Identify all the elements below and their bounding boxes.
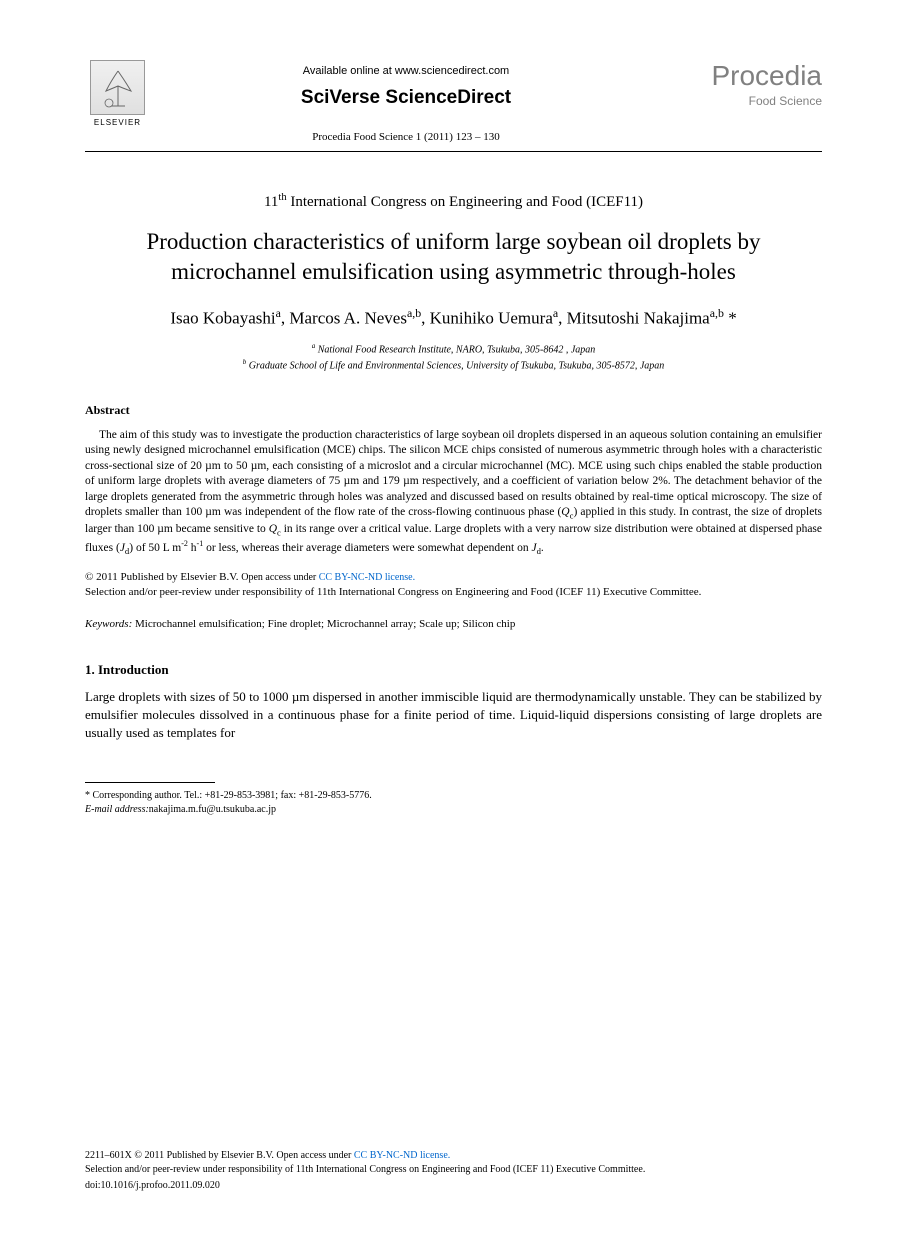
corresponding-author: * Corresponding author. Tel.: +81-29-853… (85, 789, 822, 803)
footnote-block: * Corresponding author. Tel.: +81-29-853… (85, 789, 822, 817)
sciverse-logo: SciVerse ScienceDirect (150, 87, 662, 109)
procedia-subtitle: Food Science (662, 94, 822, 108)
footnote-rule (85, 782, 215, 783)
copyright-line1: © 2011 Published by Elsevier B.V. (85, 571, 239, 583)
open-access-prefix: Open access under (241, 572, 318, 583)
footer-license-link[interactable]: CC BY-NC-ND license. (354, 1150, 450, 1161)
introduction-body: Large droplets with sizes of 50 to 1000 … (85, 688, 822, 743)
sciverse-prefix: SciVerse (301, 87, 380, 108)
keywords-line: Keywords: Microchannel emulsification; F… (85, 618, 822, 630)
keywords-text: Microchannel emulsification; Fine drople… (132, 618, 515, 630)
article-title: Production characteristics of uniform la… (85, 227, 822, 287)
affiliation-a: a National Food Research Institute, NARO… (85, 342, 822, 357)
elsevier-label: ELSEVIER (94, 118, 141, 127)
license-link[interactable]: CC BY-NC-ND license. (319, 572, 415, 583)
page-header: ELSEVIER Available online at www.science… (85, 60, 822, 143)
center-header: Available online at www.sciencedirect.co… (150, 60, 662, 143)
copyright-line2: Selection and/or peer-review under respo… (85, 586, 701, 598)
email-address: nakajima.m.fu@u.tsukuba.ac.jp (149, 804, 276, 815)
footer-open-access: Open access under (276, 1150, 353, 1161)
keywords-label: Keywords: (85, 618, 132, 630)
elsevier-tree-icon (90, 60, 145, 115)
authors-list: Isao Kobayashia, Marcos A. Nevesa,b, Kun… (85, 305, 822, 330)
sciverse-suffix: ScienceDirect (385, 87, 511, 108)
procedia-logo: Procedia Food Science (662, 60, 822, 108)
procedia-title: Procedia (662, 60, 822, 92)
copyright-block: © 2011 Published by Elsevier B.V. Open a… (85, 570, 822, 600)
available-online-text: Available online at www.sciencedirect.co… (150, 65, 662, 77)
email-label: E-mail address: (85, 804, 149, 815)
affiliations: a National Food Research Institute, NARO… (85, 342, 822, 373)
page-footer: 2211–601X © 2011 Published by Elsevier B… (85, 1149, 822, 1193)
journal-reference: Procedia Food Science 1 (2011) 123 – 130 (150, 131, 662, 143)
footer-doi: doi:10.1016/j.profoo.2011.09.020 (85, 1179, 822, 1193)
abstract-heading: Abstract (85, 403, 822, 418)
conference-name: 11th International Congress on Engineeri… (85, 192, 822, 211)
footer-issn-line: 2211–601X © 2011 Published by Elsevier B… (85, 1149, 822, 1163)
header-rule (85, 151, 822, 152)
footer-selection: Selection and/or peer-review under respo… (85, 1163, 822, 1177)
abstract-body: The aim of this study was to investigate… (85, 428, 822, 558)
elsevier-logo: ELSEVIER (85, 60, 150, 135)
footer-issn-prefix: 2211–601X © 2011 Published by Elsevier B… (85, 1150, 274, 1161)
introduction-heading: 1. Introduction (85, 662, 822, 678)
affiliation-b: b Graduate School of Life and Environmen… (85, 358, 822, 373)
email-line: E-mail address:nakajima.m.fu@u.tsukuba.a… (85, 803, 822, 817)
